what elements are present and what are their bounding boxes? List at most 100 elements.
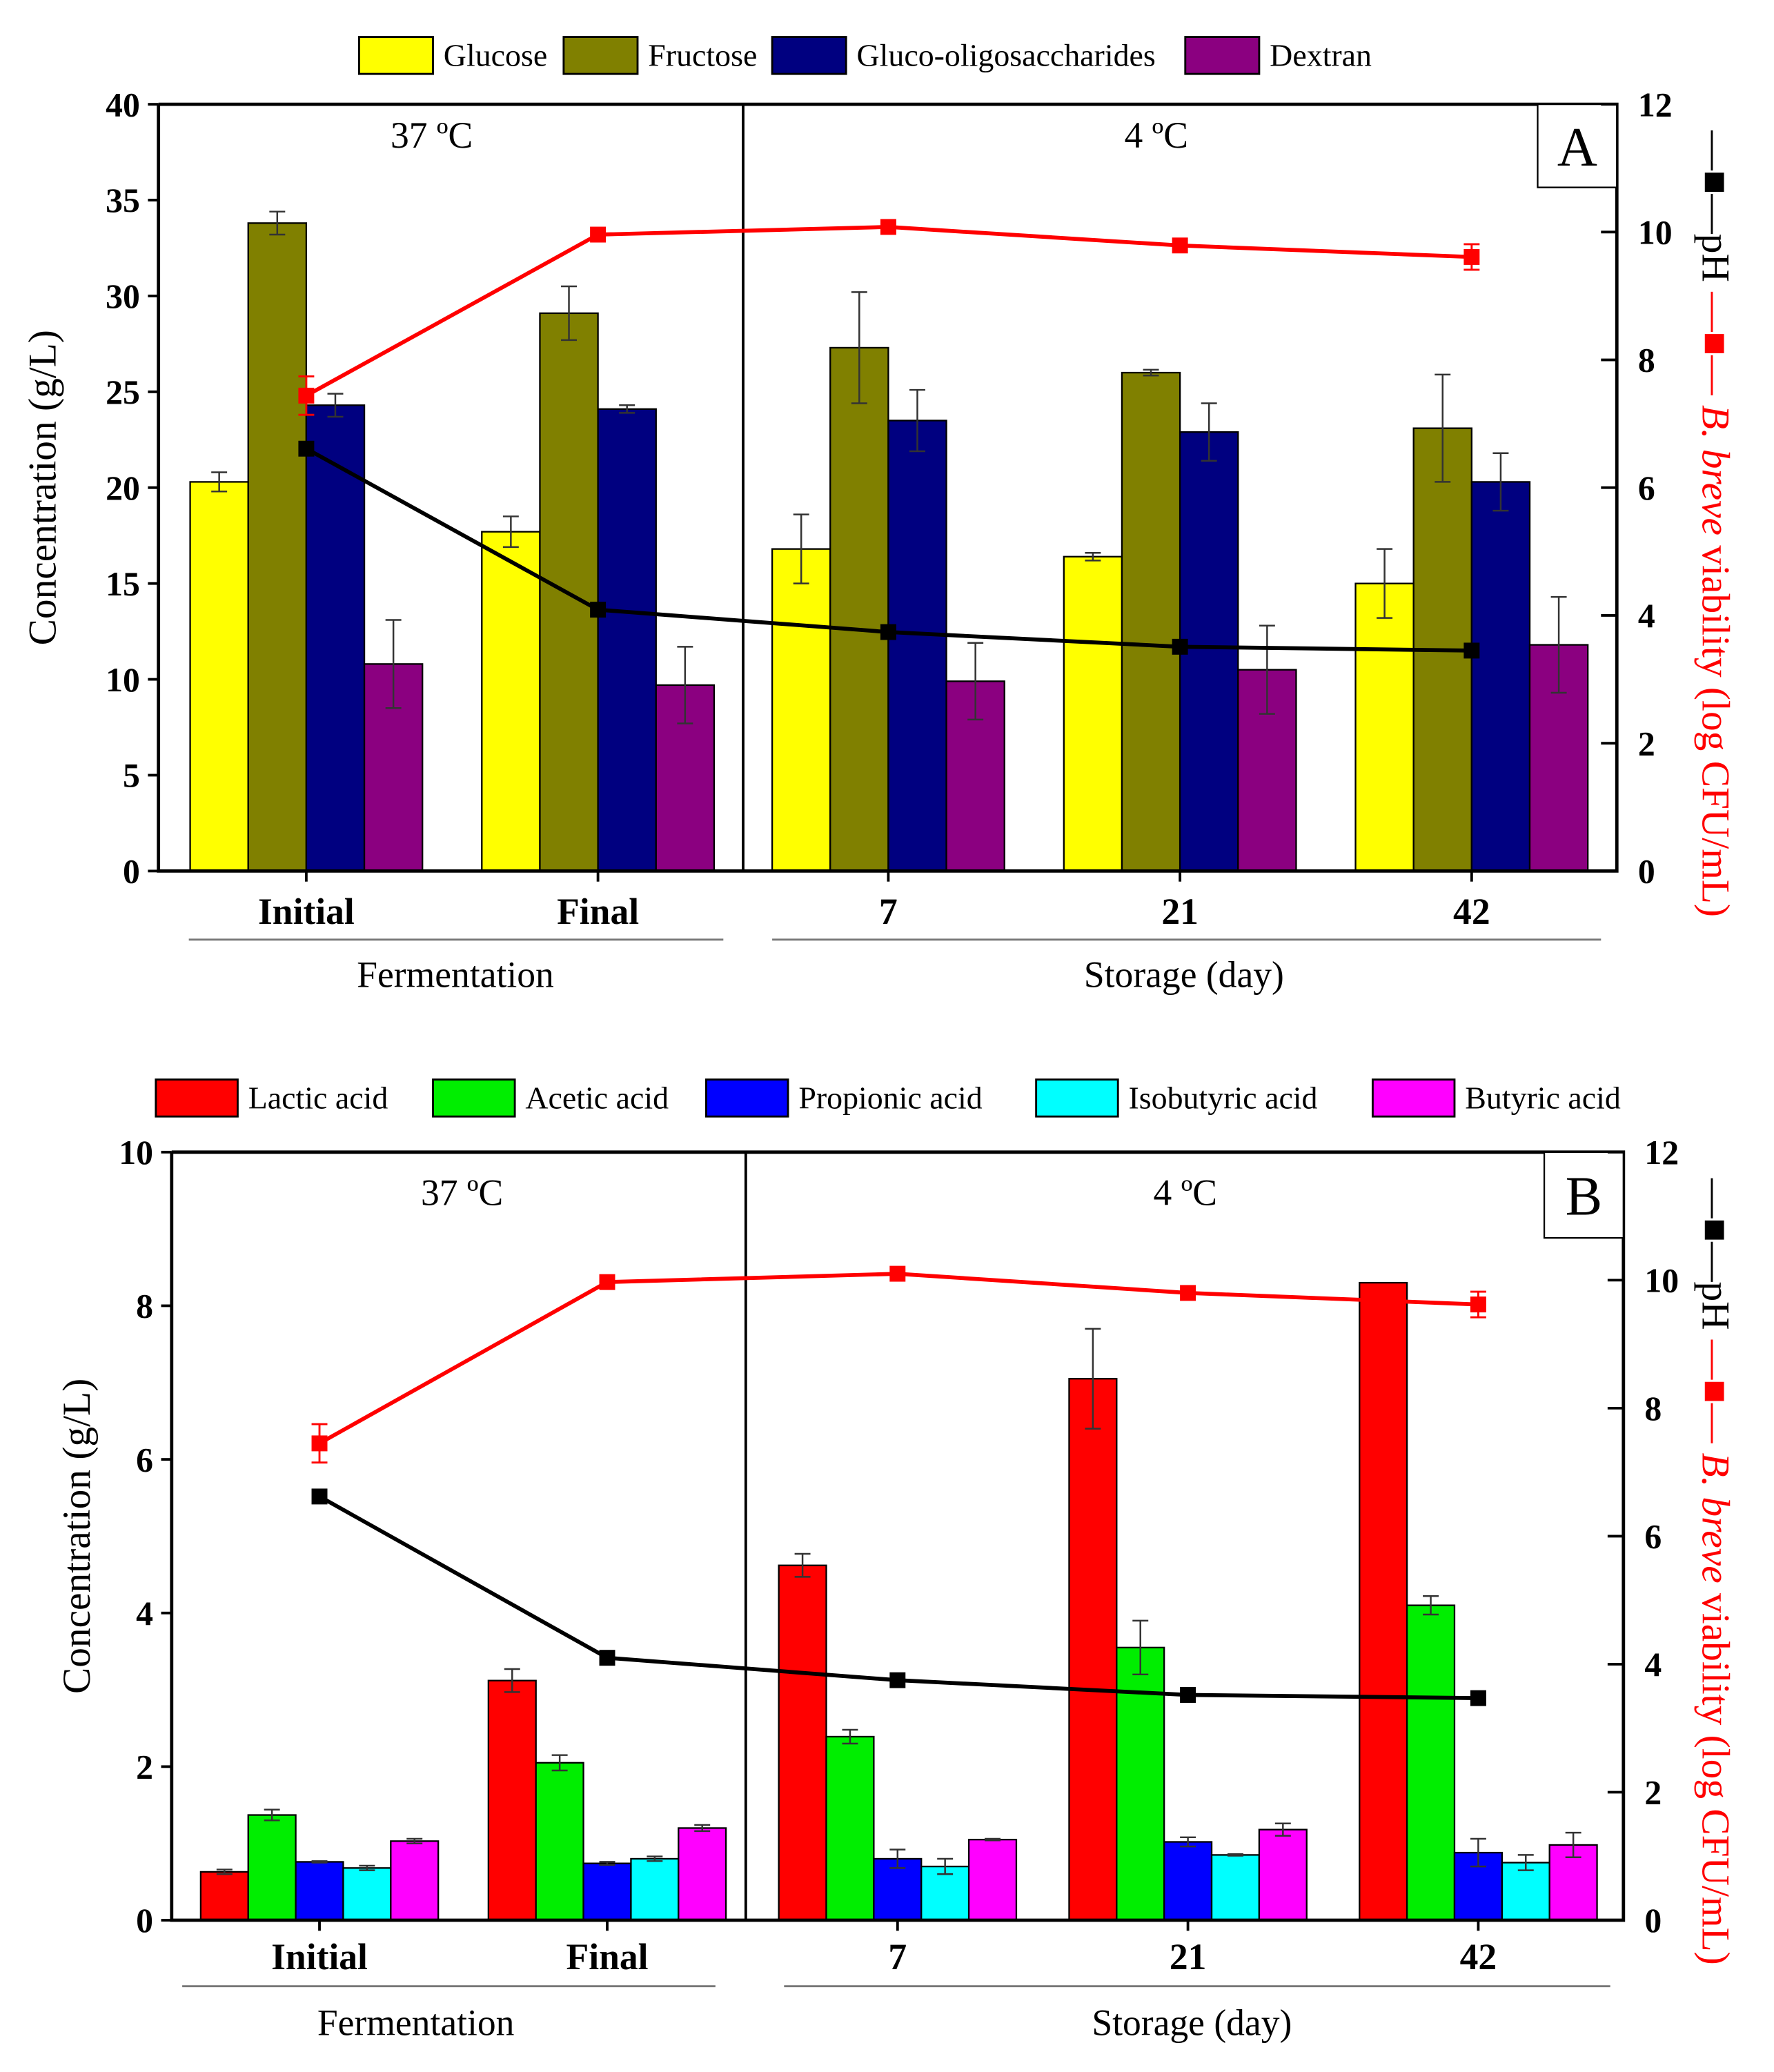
line-marker [311, 1488, 328, 1505]
y2-tick-label: 0 [1644, 1902, 1662, 1940]
temperature-label: 37 ºC [421, 1172, 503, 1213]
y-tick-label: 10 [119, 1134, 153, 1172]
bar [1258, 1828, 1308, 1922]
viability-label-species: B. breve [1694, 405, 1737, 535]
bar [829, 346, 889, 872]
legend-label: Fructose [648, 38, 757, 73]
error-bar [1492, 452, 1509, 512]
error-bar [599, 1861, 615, 1866]
viability-legend-marker: —■— [1694, 1330, 1737, 1453]
bar [771, 548, 831, 872]
bar [1470, 481, 1531, 872]
bar [305, 404, 366, 872]
error-bar [619, 404, 635, 414]
bar [1406, 1604, 1456, 1922]
legend-swatch [705, 1078, 789, 1118]
error-bar [1470, 1837, 1486, 1868]
error-bar [794, 1552, 811, 1578]
line-marker [590, 226, 607, 243]
error-bar [561, 285, 578, 342]
legend-swatch [357, 36, 434, 75]
y-tick-label: 20 [106, 469, 140, 507]
y2-axis-label: —■—pH —■— B. breve viability (log CFU/mL… [1694, 1178, 1737, 1965]
error-bar [502, 515, 519, 549]
bar [1359, 1281, 1408, 1922]
error-bar [677, 646, 693, 724]
line-marker [298, 440, 315, 457]
x-tick-label: 21 [1170, 1936, 1207, 1977]
error-bar [1085, 1328, 1101, 1430]
bar [1116, 1646, 1165, 1922]
error-bar [793, 513, 809, 584]
legend-swatch [1035, 1078, 1119, 1118]
y2-tick-label: 12 [1644, 1134, 1679, 1172]
bar [1163, 1841, 1213, 1922]
panel-label: A [1557, 117, 1597, 178]
group-label: Storage (day) [1084, 954, 1284, 996]
y2-tick-label: 0 [1638, 853, 1655, 891]
line-marker [311, 1435, 328, 1452]
bar [887, 420, 947, 872]
temperature-label: 4 ºC [1154, 1172, 1217, 1213]
viability-label-unit: viability (log CFU/mL) [1694, 1583, 1737, 1965]
y-tick-label: 40 [106, 86, 140, 124]
legend-swatch [1371, 1078, 1456, 1118]
error-bar [889, 1848, 906, 1869]
legend-label: Butyric acid [1465, 1081, 1621, 1116]
y2-tick-label: 2 [1638, 724, 1655, 762]
error-bar [1550, 595, 1567, 694]
error-bar [216, 1868, 233, 1875]
bar [1121, 371, 1181, 872]
group-label: Storage (day) [1092, 2002, 1292, 2043]
error-bar [1435, 373, 1451, 483]
y-tick-label: 8 [136, 1287, 153, 1325]
error-bar [1274, 1822, 1291, 1837]
legend-swatch [1184, 36, 1261, 75]
bar [1210, 1854, 1261, 1922]
error-bar [264, 1808, 280, 1822]
line-marker [880, 624, 896, 640]
legend-label: Acetic acid [525, 1081, 669, 1116]
viability-label-species: B. breve [1694, 1453, 1737, 1583]
error-bar [1201, 402, 1217, 462]
line-ph [318, 1494, 1479, 1700]
line-marker [1172, 638, 1188, 655]
error-bar [1423, 1595, 1439, 1616]
bar [1063, 555, 1123, 872]
y2-tick-label: 12 [1638, 86, 1673, 124]
legend-swatch [771, 36, 847, 75]
bar [825, 1735, 875, 1922]
ph-label: pH [1694, 234, 1737, 282]
y-tick-label: 35 [106, 181, 140, 219]
x-tick-label: 42 [1453, 891, 1490, 932]
x-tick-label: 7 [879, 891, 898, 932]
error-bar [967, 642, 984, 721]
line-marker [599, 1650, 615, 1666]
x-tick-label: 7 [888, 1936, 907, 1977]
legend-label: Dextran [1270, 38, 1372, 73]
error-bar [985, 1837, 1001, 1842]
error-bar [1565, 1831, 1581, 1859]
error-bar [647, 1855, 663, 1862]
line-marker [1470, 1296, 1486, 1313]
bar [1354, 582, 1415, 872]
line-marker [1172, 237, 1188, 254]
error-bar [311, 1860, 328, 1864]
bar [1068, 1378, 1118, 1922]
error-bar [1259, 624, 1275, 715]
error-bar [1132, 1619, 1149, 1676]
group-label: Fermentation [357, 954, 554, 996]
legend-label: Gluco-oligosaccharides [857, 38, 1156, 73]
error-bar [1180, 1836, 1196, 1848]
line-marker [590, 602, 607, 618]
y-tick-label: 15 [106, 565, 140, 603]
bar [390, 1840, 440, 1922]
line-marker [880, 219, 896, 235]
error-bar [551, 1754, 568, 1772]
error-bar [694, 1824, 711, 1833]
y2-tick-label: 4 [1644, 1646, 1662, 1684]
y2-tick-label: 8 [1644, 1390, 1662, 1428]
line-marker [889, 1265, 906, 1282]
group-label: Fermentation [317, 2002, 515, 2043]
